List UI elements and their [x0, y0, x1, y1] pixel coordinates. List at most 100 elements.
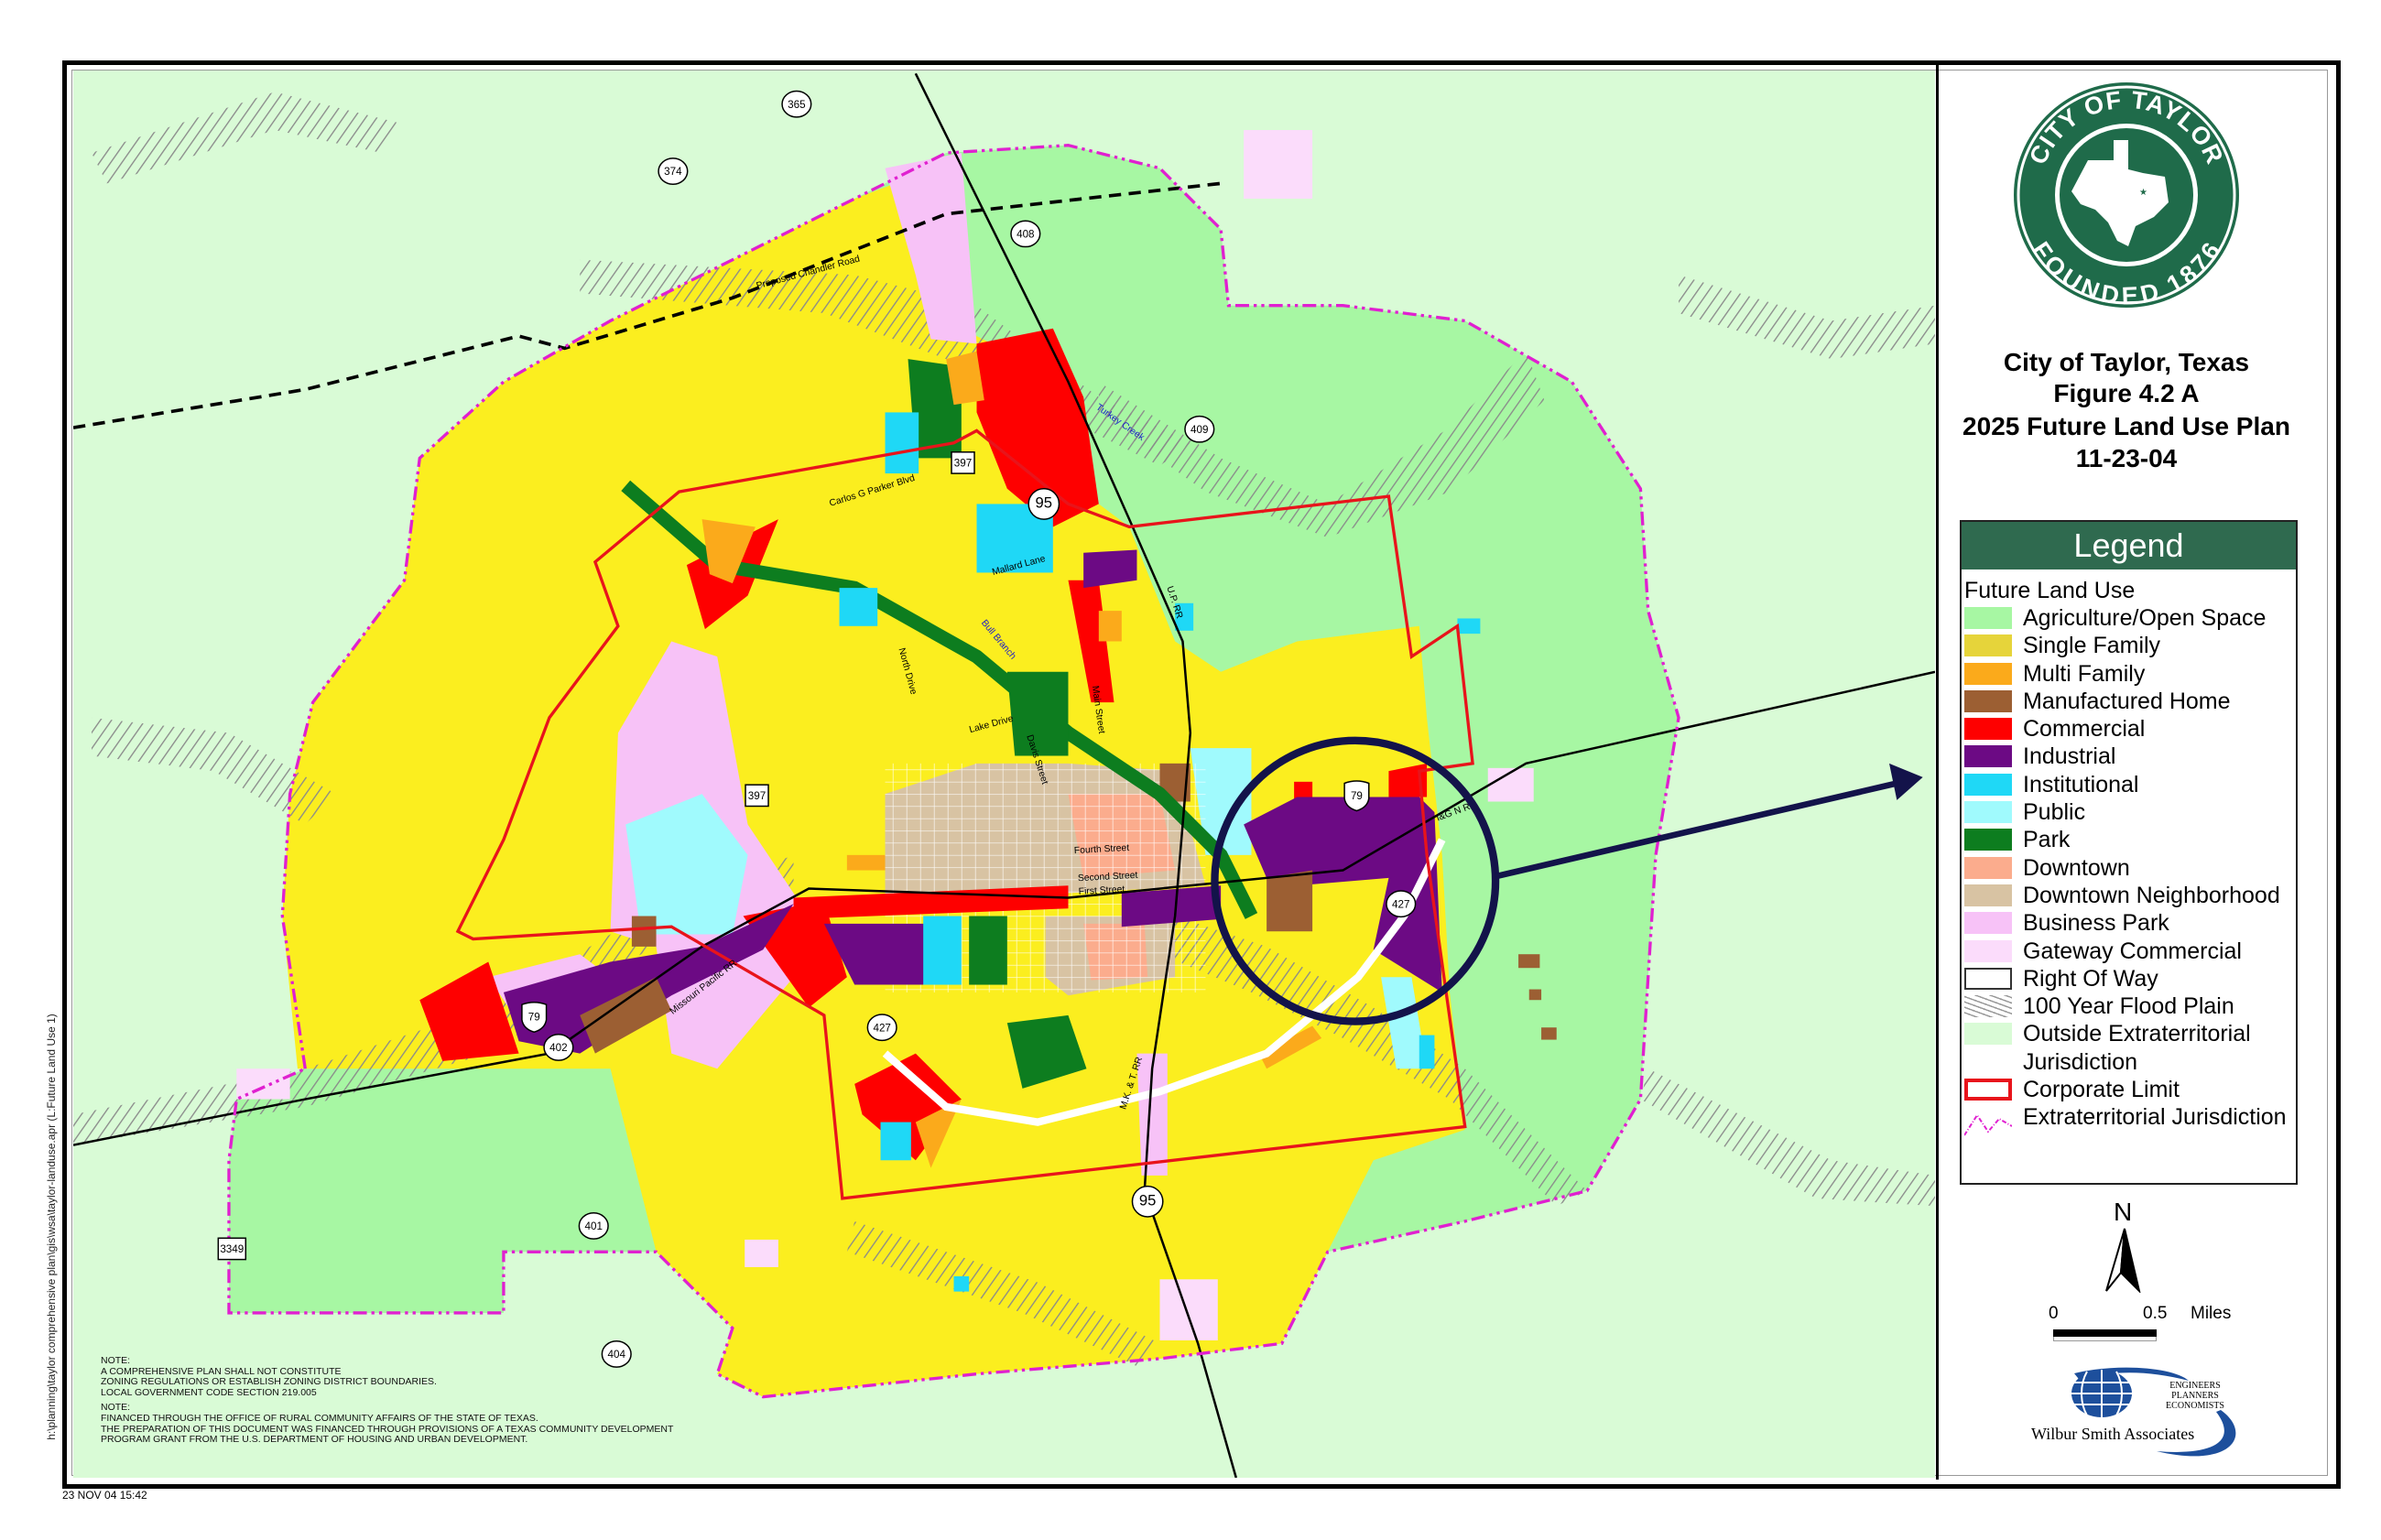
map-frame: [62, 60, 2341, 1489]
note-line: NOTE:: [101, 1355, 131, 1366]
map-label: Fourth Street: [1074, 843, 1130, 856]
legend-item: Commercial: [1962, 715, 2296, 743]
legend-label: Multi Family: [2023, 660, 2146, 687]
legend-item: Outside Extraterritorial Jurisdiction: [1962, 1020, 2296, 1076]
legend-swatch: [1964, 856, 2012, 879]
legend-swatch: [1964, 662, 2012, 685]
legend-swatch: [1964, 912, 2012, 935]
map-notes: NOTE: A COMPREHENSIVE PLAN SHALL NOT CON…: [101, 1355, 674, 1446]
route-number: 404: [608, 1349, 626, 1361]
map-label: Second Street: [1078, 871, 1138, 884]
legend-item: Manufactured Home: [1962, 688, 2296, 715]
map-title-city: City of Taylor, Texas: [2003, 348, 2250, 376]
note-line: LOCAL GOVERNMENT CODE SECTION 219.005: [101, 1386, 317, 1398]
corporate-limit: [455, 428, 1474, 1200]
city-seal-logo: CITY OF TAYLOR FOUNDED 1876 ★: [2014, 82, 2239, 309]
etj-boundary: [227, 144, 1680, 1399]
star-icon: ★: [2139, 188, 2147, 198]
legend-item: Right Of Way: [1962, 965, 2296, 992]
multi-family-parcels: [701, 351, 1322, 1168]
route-shield-county-road: 397: [951, 451, 975, 474]
route-number: 408: [1017, 229, 1034, 241]
scale-start: 0: [2049, 1304, 2059, 1323]
route-shield-state-highway: 95: [1131, 1185, 1164, 1218]
legend-label: Institutional: [2023, 771, 2139, 797]
legend-swatch: [1964, 607, 2012, 629]
land-use-map[interactable]: 365 374 408 409 95 95 427 427 401 404 402 397 397 334…: [73, 70, 1935, 1478]
legend-header: Legend: [1962, 522, 2296, 569]
legend-label: Manufactured Home: [2023, 688, 2231, 714]
route-number: 95: [1036, 494, 1053, 512]
legend-label: Public: [2023, 799, 2086, 826]
map-label: First Street: [1079, 884, 1125, 897]
legend-item: Industrial: [1962, 743, 2296, 770]
legend-swatch: [1964, 634, 2012, 657]
legend-item: Downtown Neighborhood: [1962, 882, 2296, 909]
map-title-figure: Figure 4.2 A: [2053, 379, 2200, 407]
print-timestamp: 23 NOV 04 15:42: [62, 1489, 147, 1502]
legend-label: Park: [2023, 827, 2071, 853]
route-number: 401: [585, 1220, 603, 1232]
scale-unit: Miles: [2191, 1304, 2232, 1323]
route-number: 409: [1190, 424, 1208, 436]
route-shield-farm-road: 401: [578, 1212, 609, 1240]
legend-label: Corporate Limit: [2023, 1077, 2180, 1103]
legend-item: Single Family: [1962, 632, 2296, 659]
legend-label: Commercial: [2023, 716, 2146, 743]
up-railroad: [914, 72, 1237, 1478]
legend-item: Extraterritorial Jurisdiction: [1962, 1103, 2296, 1136]
route-shield-farm-road: 427: [1386, 890, 1417, 918]
legend-item: Institutional: [1962, 771, 2296, 798]
route-shield-state-highway: 95: [1027, 488, 1060, 520]
note-line: THE PREPARATION OF THIS DOCUMENT WAS FIN…: [101, 1423, 674, 1435]
legend-swatch: [1964, 939, 2012, 962]
legend-item: Downtown: [1962, 854, 2296, 882]
route-number: 397: [954, 458, 972, 470]
legend-item: Agriculture/Open Space: [1962, 604, 2296, 632]
legend-label: Outside Extraterritorial Jurisdiction: [2023, 1021, 2251, 1075]
legend-swatch: [1964, 884, 2012, 906]
public-parcels: [625, 748, 1428, 1069]
scale-bar: [2053, 1329, 2157, 1337]
tagline-planners: PLANNERS: [2171, 1391, 2219, 1401]
north-arrow-icon: [2105, 1228, 2141, 1293]
file-path: h:\planning\taylor comprehensive plan\gi…: [45, 1014, 58, 1440]
route-number: 427: [873, 1022, 890, 1034]
legend-swatch: [1964, 829, 2012, 851]
route-shield-us-highway: 79: [521, 1001, 548, 1034]
company-name: Wilbur Smith Associates: [2031, 1425, 2195, 1443]
route-number: 427: [1392, 898, 1409, 910]
legend: Legend Future Land Use Agriculture/Open …: [1960, 520, 2298, 1185]
note-line: ZONING REGULATIONS OR ESTABLISH ZONING D…: [101, 1376, 437, 1388]
callout-arrow: [1495, 780, 1898, 880]
route-shield-county-road: 3349: [217, 1237, 247, 1261]
east-west-railroad: [73, 670, 1935, 1146]
legend-section-title: Future Land Use: [1964, 578, 2136, 603]
panel-divider: [1936, 65, 1939, 1480]
industrial-callout-circle: [1211, 736, 1500, 1025]
route-shield-us-highway: 79: [1343, 780, 1370, 812]
legend-label: Downtown Neighborhood: [2023, 882, 2280, 908]
legend-swatch: [1964, 773, 2012, 796]
route-shield-farm-road: 374: [658, 157, 689, 185]
callout-arrowhead: [1889, 763, 1923, 800]
route-number: 3349: [220, 1243, 244, 1255]
route-number: 365: [788, 99, 805, 111]
legend-label: Extraterritorial Jurisdiction: [2023, 1104, 2287, 1131]
legend-label: Agriculture/Open Space: [2023, 605, 2267, 631]
note-line: A COMPREHENSIVE PLAN SHALL NOT CONSTITUT…: [101, 1365, 342, 1377]
map-title-plan: 2025 Future Land Use Plan: [1962, 412, 2290, 440]
legend-label: Right Of Way: [2023, 965, 2158, 992]
legend-label: 100 Year Flood Plain: [2023, 993, 2234, 1020]
proposed-chandler-road: [73, 181, 1222, 429]
north-label: N: [2114, 1198, 2133, 1226]
route-number: 79: [528, 1012, 540, 1024]
route-shield-farm-road: 402: [543, 1033, 574, 1061]
legend-swatch: [1964, 745, 2012, 768]
tagline-economists: ECONOMISTS: [2166, 1401, 2224, 1411]
route-number: 402: [549, 1042, 567, 1054]
note-line: FINANCED THROUGH THE OFFICE OF RURAL COM…: [101, 1412, 538, 1424]
legend-swatch: [1964, 718, 2012, 741]
texas-shape-icon: [2071, 140, 2169, 246]
legend-item: 100 Year Flood Plain: [1962, 992, 2296, 1020]
